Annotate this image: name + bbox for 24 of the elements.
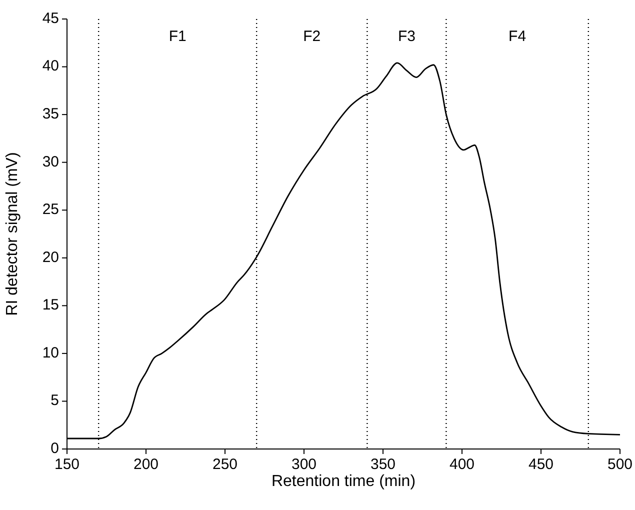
x-axis-title: Retention time (min) bbox=[271, 473, 416, 490]
x-tick-label: 150 bbox=[54, 456, 80, 473]
y-tick-label: 45 bbox=[42, 10, 59, 27]
y-tick-label: 15 bbox=[42, 296, 59, 314]
y-tick-label: 5 bbox=[50, 392, 59, 410]
x-tick-label: 200 bbox=[133, 456, 159, 473]
x-tick-label: 400 bbox=[449, 456, 475, 473]
y-tick-label: 40 bbox=[42, 58, 59, 75]
y-tick-label: 30 bbox=[42, 153, 59, 170]
y-axis-title: RI detector signal (mV) bbox=[4, 152, 21, 316]
annotation: F2 bbox=[303, 28, 321, 45]
y-tick-label: 0 bbox=[50, 440, 59, 457]
annotation: F3 bbox=[398, 28, 416, 45]
x-tick-label: 300 bbox=[291, 456, 317, 473]
y-tick-label: 35 bbox=[42, 106, 59, 123]
annotation: F1 bbox=[168, 28, 186, 45]
y-tick-label: 10 bbox=[42, 344, 59, 362]
y-tick-label: 20 bbox=[42, 248, 59, 266]
x-tick-label: 350 bbox=[370, 456, 396, 473]
x-tick-label: 500 bbox=[607, 456, 633, 473]
x-tick-label: 250 bbox=[212, 456, 238, 473]
x-tick-label: 450 bbox=[528, 456, 554, 473]
y-tick-label: 25 bbox=[42, 201, 59, 218]
annotation: F4 bbox=[508, 28, 526, 45]
